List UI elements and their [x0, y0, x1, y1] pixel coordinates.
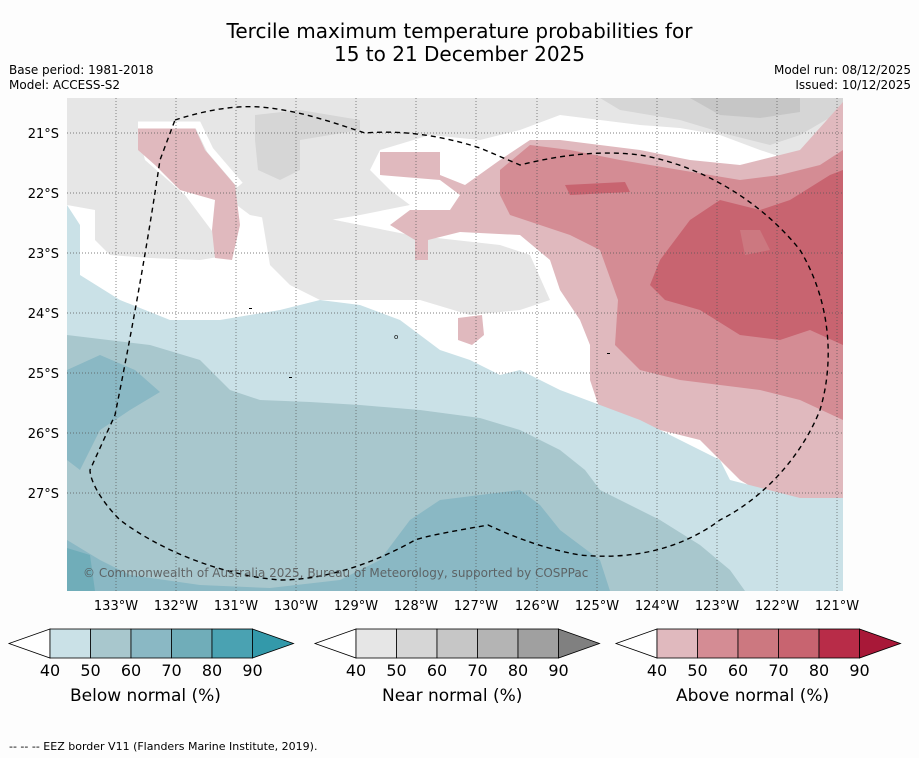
colorbar-segment: [171, 628, 213, 659]
title-line-2: 15 to 21 December 2025: [333, 42, 585, 66]
near-normal-50-region: [255, 98, 843, 180]
colorbar-segment: [818, 628, 860, 659]
colorbar-segment: [656, 628, 698, 659]
copyright-notice: © Commonwealth of Australia 2025, Bureau…: [83, 566, 588, 580]
colorbars: 40 50 60 70 80 90 40 50 60 70 80 90 40 50 60 70 80 90: [7, 628, 902, 680]
lon-label: 125°W: [575, 599, 619, 614]
colorbar-extension-high: [558, 628, 601, 659]
lat-label: 21°S: [28, 127, 59, 142]
above-normal-70-region: [740, 230, 770, 255]
eez-border: [89, 105, 829, 581]
colorbar-tick-label: 60: [728, 661, 748, 680]
colorbar-tick-label: 70: [161, 661, 181, 680]
island-speck: [289, 377, 292, 378]
colorbar-segment: [697, 628, 739, 659]
above-normal-label: Above normal (%): [676, 686, 830, 706]
boundary-gap: [138, 121, 243, 188]
lat-label: 25°S: [28, 367, 59, 382]
colorbar-segment: [211, 628, 253, 659]
lon-label: 123°W: [695, 599, 739, 614]
above-normal-60-region: [565, 170, 843, 345]
lon-label: 127°W: [454, 599, 498, 614]
colorbar-extension-low: [313, 628, 357, 659]
lon-label: 129°W: [334, 599, 378, 614]
graticule: [67, 98, 843, 591]
colorbar-tick-label: 90: [548, 661, 568, 680]
colorbar-segment: [396, 628, 438, 659]
colorbar-extension-low: [614, 628, 658, 659]
below-normal-70-region: [67, 548, 95, 591]
colorbar-tick-label: 70: [768, 661, 788, 680]
title-line-1: Tercile maximum temperature probabilitie…: [226, 19, 693, 43]
colorbar-tick-label: 40: [346, 661, 366, 680]
probability-fields: o: [67, 98, 843, 591]
below-normal-60-region: [67, 355, 610, 591]
colorbar-tick-label: 60: [427, 661, 447, 680]
colorbar-segment: [355, 628, 397, 659]
colorbar-extension-high: [252, 628, 295, 659]
model-run: Model run: 08/12/2025: [773, 63, 911, 77]
model-name: Model: ACCESS-S2: [9, 78, 121, 92]
lon-label: 122°W: [755, 599, 799, 614]
colorbar-tick-label: 70: [467, 661, 487, 680]
colorbar-segment: [737, 628, 779, 659]
near-normal-60-region: [690, 98, 800, 118]
near-normal-label: Near normal (%): [382, 686, 523, 706]
colorbar-extension-low: [7, 628, 51, 659]
colorbar-tick-label: 60: [121, 661, 141, 680]
colorbar-tick-label: 50: [687, 661, 707, 680]
island-speck: [607, 353, 610, 354]
lon-label: 131°W: [214, 599, 258, 614]
colorbar-segment: [517, 628, 559, 659]
lat-label: 26°S: [28, 427, 59, 442]
colorbar-tick-label: 90: [242, 661, 262, 680]
lat-label: 23°S: [28, 247, 59, 262]
colorbar-tick-label: 50: [80, 661, 100, 680]
lon-label: 130°W: [274, 599, 318, 614]
latitude-labels: 21°S 22°S 23°S 24°S 25°S 26°S 27°S: [28, 127, 59, 502]
issued-date: Issued: 10/12/2025: [795, 78, 911, 92]
below-normal-50-region: [67, 335, 745, 591]
colorbar-segment: [477, 628, 519, 659]
longitude-labels: 133°W 132°W 131°W 130°W 129°W 128°W 127°…: [94, 599, 859, 614]
lon-label: 133°W: [94, 599, 138, 614]
colorbar-segment: [778, 628, 820, 659]
colorbar-segment: [436, 628, 478, 659]
colorbar-tick-label: 90: [849, 661, 869, 680]
lon-label: 128°W: [394, 599, 438, 614]
lat-label: 22°S: [28, 187, 59, 202]
island-speck: [249, 308, 252, 309]
base-period: Base period: 1981-2018: [9, 63, 154, 77]
colorbar-tick-label: 40: [40, 661, 60, 680]
colorbar-tick-label: 80: [809, 661, 829, 680]
colorbar-extension-high: [859, 628, 902, 659]
lon-label: 121°W: [815, 599, 859, 614]
eez-legend-note: -- -- -- EEZ border V11 (Flanders Marine…: [9, 740, 318, 753]
lat-label: 27°S: [28, 487, 59, 502]
below-normal-label: Below normal (%): [70, 686, 221, 706]
lon-label: 126°W: [515, 599, 559, 614]
island-speck: o: [394, 333, 398, 341]
lon-label: 132°W: [154, 599, 198, 614]
colorbar-tick-label: 50: [386, 661, 406, 680]
lat-label: 24°S: [28, 307, 59, 322]
colorbar-segment: [90, 628, 132, 659]
colorbar-segment: [49, 628, 91, 659]
colorbar-tick-label: 80: [508, 661, 528, 680]
colorbar-tick-label: 80: [202, 661, 222, 680]
colorbar-tick-label: 40: [647, 661, 667, 680]
colorbar-segment: [130, 628, 172, 659]
lon-label: 124°W: [635, 599, 679, 614]
